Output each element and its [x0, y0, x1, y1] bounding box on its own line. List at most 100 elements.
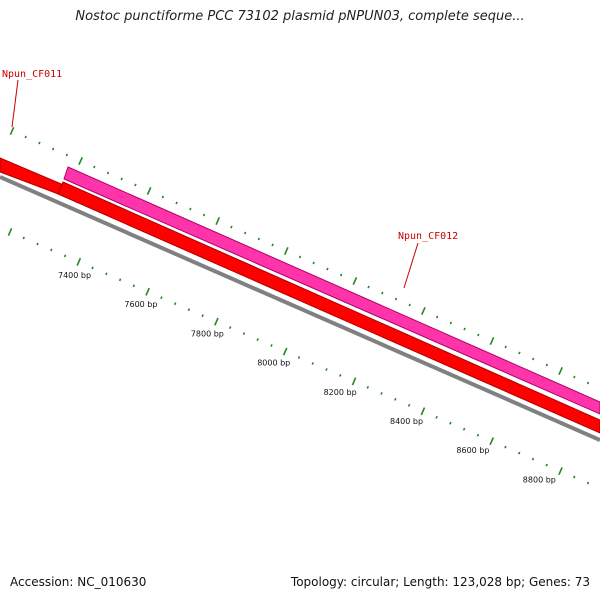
gene-label-npun-cf012[interactable]: Npun_CF012 [398, 231, 458, 242]
scale-tick-major [7, 227, 13, 237]
outer-tick-minor [477, 333, 480, 337]
scale-tick-minor [228, 326, 232, 330]
scale-label: 7600 bp [124, 300, 157, 309]
outer-tick-major [9, 126, 15, 136]
outer-tick-minor [339, 273, 343, 277]
outer-tick-minor [202, 213, 206, 217]
scale-tick-minor [160, 296, 163, 300]
scale-tick-minor [311, 362, 314, 365]
scale-tick-minor [256, 338, 259, 342]
outer-tick-minor [106, 171, 110, 175]
outer-tick-minor [243, 231, 247, 235]
scale-label: 8600 bp [456, 446, 489, 455]
outer-tick-major [421, 306, 426, 316]
scale-tick-minor [105, 272, 108, 276]
outer-tick-major [215, 216, 221, 226]
scale-tick-minor [242, 332, 246, 336]
outer-tick-minor [394, 297, 398, 301]
scale-tick-minor [325, 368, 328, 371]
scale-tick-major [214, 317, 219, 326]
scale-tick-major [489, 437, 495, 446]
outer-tick-minor [38, 141, 41, 145]
scale-tick-minor [545, 463, 548, 467]
outer-tick-major [489, 336, 495, 346]
outer-tick-minor [257, 237, 261, 241]
outer-tick-minor [271, 243, 274, 247]
gene-labels: Npun_CF011 Npun_CF012 [2, 69, 458, 289]
outer-tick-minor [189, 207, 192, 211]
scale-label: 7400 bp [58, 271, 91, 280]
feature-tracks [0, 157, 600, 442]
scale-tick-minor [394, 397, 397, 401]
scale-tick-minor [476, 433, 480, 437]
outer-tick-minor [408, 303, 411, 307]
outer-tick-minor [449, 321, 453, 325]
scale-tick-minor [462, 427, 466, 431]
scale-tick-minor [504, 445, 507, 449]
scale-tick-minor [270, 344, 273, 347]
outer-tick-minor [518, 351, 521, 355]
outer-tick-major [78, 156, 83, 166]
scale-tick-major [558, 467, 563, 476]
outer-tick-minor [531, 357, 535, 361]
outer-tick-major [283, 246, 289, 256]
sequence-backbone [0, 175, 600, 442]
scale-tick-minor [517, 451, 521, 455]
outer-tick-minor [24, 135, 27, 139]
scale-tick-minor [201, 314, 204, 318]
gene-feature-reverse-strand[interactable] [57, 181, 600, 434]
outer-tick-major [352, 276, 358, 286]
scale-tick-minor [91, 266, 94, 270]
outer-tick-minor [504, 345, 507, 349]
scale-tick-minor [573, 475, 576, 479]
outer-tick-minor [230, 225, 233, 229]
scale-tick-major [420, 407, 426, 416]
gene-label-leader [11, 79, 19, 128]
scale-label: 8000 bp [257, 359, 290, 368]
scale-tick-minor [118, 278, 122, 282]
scale-tick-minor [132, 284, 136, 288]
scale-tick-minor [435, 415, 438, 419]
scale-tick-minor [380, 391, 383, 395]
outer-tick-major [558, 366, 563, 376]
scale-tick-minor [407, 403, 411, 407]
outer-tick-minor [175, 201, 178, 205]
scale-tick-minor [173, 302, 177, 306]
outer-tick-minor [298, 255, 302, 259]
outer-tick-minor [326, 267, 329, 271]
scale-label: 8400 bp [390, 417, 423, 426]
outer-tick-minor [381, 291, 384, 295]
scale-tick-minor [36, 242, 39, 246]
scale-tick-minor [366, 385, 370, 389]
scale-tick-minor [22, 236, 25, 240]
scale-tick-minor [339, 373, 342, 377]
scale-tick-track [7, 227, 590, 485]
topology-text: Topology: circular; Length: 123,028 bp; … [290, 575, 590, 589]
gene-label-leader [403, 242, 419, 289]
scale-tick-minor [531, 457, 535, 461]
scale-tick-minor [297, 356, 301, 359]
scale-tick-minor [586, 481, 590, 485]
outer-tick-minor [545, 363, 549, 367]
outer-tick-minor [573, 375, 576, 379]
gene-feature-npun-cf012[interactable] [63, 166, 600, 415]
outer-tick-minor [65, 153, 69, 157]
scale-label: 8200 bp [324, 388, 357, 397]
outer-tick-minor [367, 285, 370, 289]
outer-tick-minor [93, 165, 96, 169]
outer-tick-major [146, 186, 152, 196]
outer-tick-track [9, 126, 590, 385]
scale-tick-minor [187, 308, 191, 312]
outer-tick-minor [161, 195, 165, 199]
scale-label: 8800 bp [523, 475, 556, 484]
scale-tick-major [76, 257, 82, 266]
scale-tick-major [282, 347, 288, 356]
outer-tick-minor [463, 327, 466, 331]
gene-label-npun-cf011[interactable]: Npun_CF011 [2, 69, 62, 80]
scale-tick-major [351, 377, 357, 386]
outer-tick-minor [312, 261, 315, 265]
scale-tick-minor [50, 248, 53, 252]
outer-tick-minor [120, 177, 123, 181]
outer-tick-minor [586, 381, 590, 385]
